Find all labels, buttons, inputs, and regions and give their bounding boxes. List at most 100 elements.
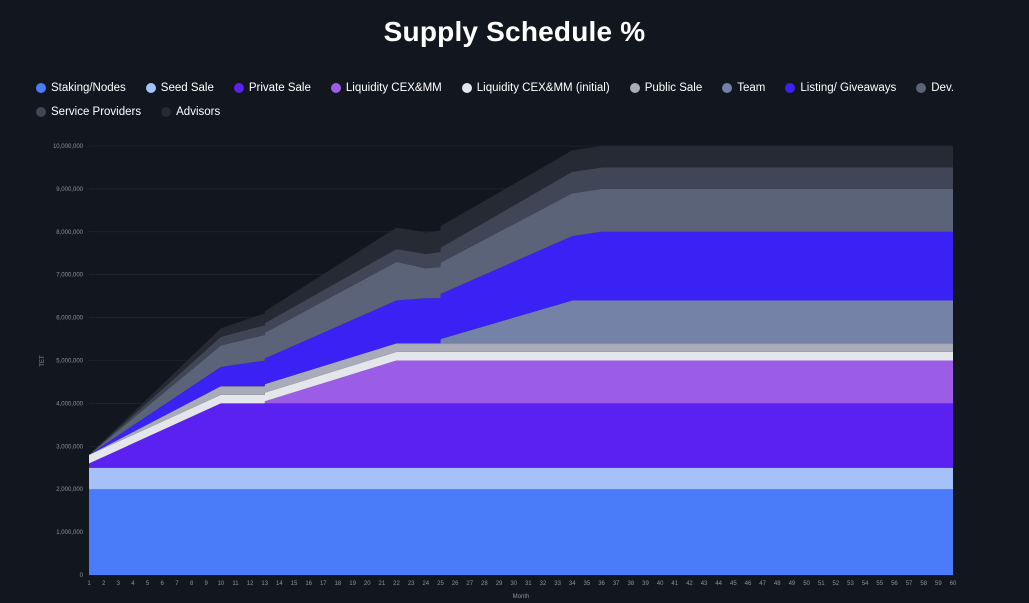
chart-title: Supply Schedule % <box>383 16 646 47</box>
legend-label: Service Providers <box>51 106 142 118</box>
legend-label: Liquidity CEX&MM <box>345 82 442 94</box>
area-staking-nodes[interactable] <box>89 489 953 575</box>
x-tick-label: 22 <box>393 581 400 587</box>
x-tick-label: 26 <box>452 581 459 587</box>
x-tick-label: 48 <box>774 581 781 587</box>
x-tick-label: 59 <box>935 581 942 587</box>
x-tick-label: 17 <box>320 581 327 587</box>
legend-swatch <box>785 83 796 93</box>
legend-swatch <box>36 107 46 117</box>
x-tick-label: 16 <box>305 581 312 587</box>
x-tick-label: 52 <box>833 581 840 587</box>
legend-label: Liquidity CEX&MM (initial) <box>476 82 610 94</box>
x-tick-label: 28 <box>481 581 488 587</box>
y-tick-label: 0 <box>80 573 84 579</box>
legend-label: Dev. <box>931 82 955 94</box>
x-tick-label: 60 <box>950 581 957 587</box>
y-tick-label: 1,000,000 <box>56 530 83 536</box>
y-tick-label: 2,000,000 <box>56 487 83 493</box>
legend-item-service-providers[interactable]: Service Providers <box>36 104 141 120</box>
legend-item-team[interactable]: Team <box>722 80 765 96</box>
x-tick-label: 19 <box>349 581 356 587</box>
x-tick-label: 30 <box>510 581 517 587</box>
x-tick-label: 35 <box>584 581 591 587</box>
x-tick-label: 21 <box>379 581 386 587</box>
x-tick-label: 5 <box>146 581 150 587</box>
y-tick-label: 3,000,000 <box>56 444 83 450</box>
x-tick-label: 45 <box>730 581 737 587</box>
legend-item-advisors[interactable]: Advisors <box>161 104 220 120</box>
area-private-sale[interactable] <box>89 403 953 468</box>
x-tick-label: 44 <box>715 581 722 587</box>
legend-item-liquidity-cex-mm[interactable]: Liquidity CEX&MM <box>330 80 442 96</box>
area-listing-giveaways[interactable] <box>89 231 953 455</box>
x-tick-label: 13 <box>261 581 268 587</box>
area-dev[interactable] <box>89 188 953 455</box>
area-seed-sale[interactable] <box>89 467 953 490</box>
x-tick-label: 27 <box>466 581 473 587</box>
y-axis-ticks: 0 1,000,000 2,000,000 3,000,000 4,000,000 5,0… <box>53 144 84 579</box>
x-tick-label: 32 <box>540 581 547 587</box>
legend-swatch <box>722 83 733 93</box>
legend-item-dev[interactable]: Dev. <box>916 80 954 96</box>
x-tick-label: 49 <box>789 581 796 587</box>
x-tick-label: 47 <box>759 581 766 587</box>
y-tick-label: 8,000,000 <box>56 230 83 236</box>
x-tick-label: 55 <box>876 581 883 587</box>
area-series <box>89 146 953 575</box>
x-tick-label: 37 <box>613 581 620 587</box>
legend-swatch <box>145 83 156 93</box>
x-tick-label: 53 <box>847 581 854 587</box>
x-tick-label: 24 <box>422 581 429 587</box>
legend-swatch <box>461 83 472 93</box>
x-tick-label: 36 <box>598 581 605 587</box>
x-tick-label: 43 <box>701 581 708 587</box>
x-tick-label: 42 <box>686 581 693 587</box>
x-tick-label: 39 <box>642 581 649 587</box>
x-tick-label: 9 <box>204 581 208 587</box>
y-tick-label: 9,000,000 <box>56 187 83 193</box>
x-tick-label: 46 <box>745 581 752 587</box>
x-tick-label: 33 <box>554 581 561 587</box>
x-tick-label: 51 <box>818 581 825 587</box>
legend-item-liquidity-cex-mm-initial[interactable]: Liquidity CEX&MM (initial) <box>461 80 610 96</box>
y-tick-label: 10,000,000 <box>53 144 84 150</box>
y-tick-label: 7,000,000 <box>56 273 83 279</box>
legend-label: Public Sale <box>644 82 703 94</box>
x-tick-label: 38 <box>627 581 634 587</box>
x-tick-label: 29 <box>496 581 503 587</box>
legend-label: Listing/ Giveaways <box>800 82 897 94</box>
legend-label: Seed Sale <box>160 82 214 94</box>
x-tick-label: 58 <box>920 581 927 587</box>
legend-item-listing-giveaways[interactable]: Listing/ Giveaways <box>785 80 896 96</box>
x-tick-label: 8 <box>190 581 194 587</box>
legend-item-staking-nodes[interactable]: Staking/Nodes <box>36 80 126 96</box>
area-team[interactable] <box>89 300 953 455</box>
x-tick-label: 3 <box>117 581 121 587</box>
x-tick-label: 40 <box>657 581 664 587</box>
legend-label: Staking/Nodes <box>51 82 126 94</box>
x-tick-label: 11 <box>232 581 239 587</box>
y-axis-label: TET <box>40 355 46 367</box>
legend-label: Private Sale <box>248 82 311 94</box>
x-tick-label: 31 <box>525 581 532 587</box>
x-tick-label: 20 <box>364 581 371 587</box>
legend-item-public-sale[interactable]: Public Sale <box>629 80 703 96</box>
legend-item-seed-sale[interactable]: Seed Sale <box>145 80 214 96</box>
x-tick-label: 15 <box>291 581 298 587</box>
area-liquidity-cex-mm[interactable] <box>89 360 953 464</box>
y-tick-label: 5,000,000 <box>56 359 83 365</box>
x-tick-label: 34 <box>569 581 576 587</box>
x-tick-label: 14 <box>276 581 283 587</box>
x-tick-label: 7 <box>175 581 179 587</box>
x-tick-label: 18 <box>335 581 342 587</box>
x-tick-label: 10 <box>217 581 224 587</box>
x-tick-label: 50 <box>803 581 810 587</box>
x-tick-label: 25 <box>437 581 444 587</box>
legend-item-private-sale[interactable]: Private Sale <box>233 80 311 96</box>
legend-swatch <box>233 83 244 93</box>
y-tick-label: 6,000,000 <box>56 316 83 322</box>
legend-swatch <box>916 83 927 93</box>
x-axis-ticks: 1 2 3 4 5 6 7 8 9 10 11 12 13 14 15 16 17 18 19 20 21 22 23 24 2… <box>87 581 957 587</box>
